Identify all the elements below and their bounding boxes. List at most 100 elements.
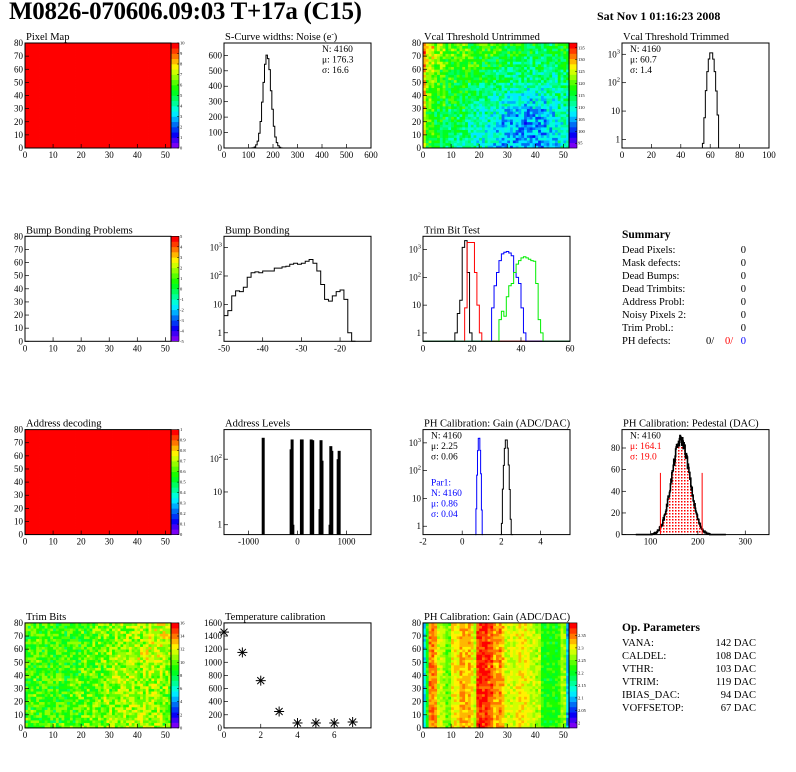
heatmap-cell	[78, 69, 82, 73]
heatmap-cell	[39, 529, 43, 533]
heatmap-cell	[128, 95, 133, 99]
heatmap-cell	[131, 108, 135, 112]
colorbar-tick-label: -3	[180, 318, 184, 323]
heatmap-cell	[61, 103, 65, 107]
heatmap-cell	[470, 127, 474, 131]
plot-title: Trim Bit Test	[424, 225, 480, 236]
heatmap-cell	[75, 145, 79, 149]
heatmap-cell	[481, 95, 486, 99]
heatmap-cell	[81, 140, 85, 144]
heatmap-cell	[53, 90, 57, 94]
heatmap-cell	[126, 64, 130, 68]
heatmap-cell	[27, 445, 32, 449]
heatmap-cell	[501, 82, 505, 86]
heatmap-cell	[168, 87, 172, 91]
heatmap-cell	[428, 132, 432, 136]
heatmap-cell	[515, 100, 519, 104]
heatmap-cell	[154, 145, 158, 149]
heatmap-cell	[549, 58, 553, 62]
heatmap-cell	[552, 74, 556, 78]
heatmap-cell	[92, 140, 96, 144]
colorbar-segment	[569, 100, 577, 107]
heatmap-cell	[538, 56, 542, 60]
heatmap-cell	[465, 129, 469, 133]
heatmap-cell	[425, 87, 430, 91]
heatmap-cell	[67, 119, 71, 123]
heatmap-cell	[563, 127, 567, 131]
heatmap-cell	[36, 458, 40, 462]
heatmap-cell	[53, 100, 57, 104]
heatmap-cell	[25, 461, 29, 465]
heatmap-cell	[535, 108, 539, 112]
heatmap-cell	[543, 113, 547, 117]
heatmap-cell	[501, 137, 505, 141]
heatmap-cell	[69, 137, 74, 141]
heatmap-cell	[453, 100, 458, 104]
heatmap-cell	[39, 43, 43, 47]
heatmap-cell	[109, 113, 113, 117]
heatmap-cell	[437, 45, 441, 49]
heatmap-cell	[439, 71, 444, 75]
heatmap-cell	[496, 124, 500, 128]
heatmap-cell	[44, 440, 48, 444]
heatmap-cell	[145, 71, 149, 75]
heatmap-cell	[563, 129, 567, 133]
heatmap-cell	[92, 145, 96, 149]
heatmap-cell	[507, 140, 511, 144]
heatmap-cell	[425, 79, 430, 83]
heatmap-cell	[563, 71, 567, 75]
heatmap-cell	[36, 518, 40, 522]
heatmap-cell	[36, 82, 40, 86]
heatmap-cell	[470, 129, 474, 133]
heatmap-cell	[55, 503, 60, 507]
heatmap-cell	[41, 479, 46, 483]
heatmap-cell	[526, 74, 531, 78]
heatmap-cell	[473, 77, 477, 81]
heatmap-cell	[39, 100, 43, 104]
heatmap-cell	[448, 134, 452, 138]
heatmap-cell	[89, 92, 93, 96]
heatmap-cell	[100, 140, 105, 144]
heatmap-cell	[55, 471, 60, 475]
heatmap-cell	[58, 487, 62, 491]
heatmap-cell	[142, 87, 147, 91]
heatmap-cell	[103, 142, 107, 146]
heatmap-cell	[106, 79, 110, 83]
heatmap-cell	[120, 119, 124, 123]
heatmap-cell	[445, 85, 449, 89]
heatmap-cell	[159, 56, 163, 60]
heatmap-cell	[151, 142, 155, 146]
heatmap-cell	[504, 137, 508, 141]
heatmap-cell	[459, 45, 463, 49]
heatmap-cell	[532, 50, 536, 54]
heatmap-cell	[566, 64, 570, 68]
heatmap-cell	[44, 82, 48, 86]
heatmap-cell	[41, 505, 46, 509]
heatmap-cell	[103, 61, 107, 65]
heatmap-cell	[72, 100, 76, 104]
heatmap-cell	[566, 50, 570, 54]
heatmap-cell	[543, 119, 547, 123]
heatmap-cell	[72, 111, 76, 115]
heatmap-cell	[526, 116, 531, 120]
heatmap-cell	[521, 69, 525, 73]
heatmap-cell	[159, 90, 163, 94]
heatmap-cell	[484, 113, 488, 117]
heatmap-cell	[126, 142, 130, 146]
heatmap-cell	[27, 69, 32, 73]
heatmap-cell	[456, 119, 460, 123]
heatmap-cell	[504, 103, 508, 107]
heatmap-cell	[507, 92, 511, 96]
heatmap-cell	[498, 87, 503, 91]
heatmap-cell	[451, 87, 455, 91]
heatmap-cell	[549, 79, 553, 83]
heatmap-cell	[39, 442, 43, 446]
heatmap-cell	[431, 87, 435, 91]
heatmap-cell	[512, 113, 517, 117]
heatmap-cell	[546, 137, 550, 141]
heatmap-cell	[47, 82, 51, 86]
heatmap-cell	[39, 495, 43, 499]
heatmap-cell	[428, 124, 432, 128]
heatmap-cell	[431, 48, 435, 52]
heatmap-cell	[128, 116, 133, 120]
